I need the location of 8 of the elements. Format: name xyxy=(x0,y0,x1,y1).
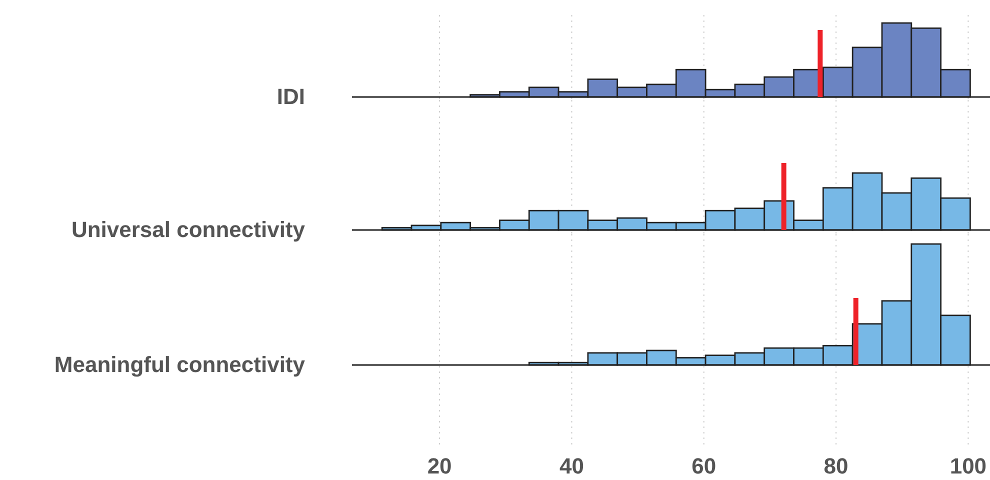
x-tick-label: 40 xyxy=(559,454,584,479)
x-tick-label: 60 xyxy=(692,454,716,479)
x-tick-label: 20 xyxy=(427,454,452,479)
x-tick-label: 100 xyxy=(950,454,987,479)
y-axis-title: IDI xyxy=(276,84,305,109)
y-axis-title: Meaningful connectivity xyxy=(54,352,306,377)
y-axis-title: Universal connectivity xyxy=(71,217,306,242)
x-tick-label: 80 xyxy=(824,454,848,479)
